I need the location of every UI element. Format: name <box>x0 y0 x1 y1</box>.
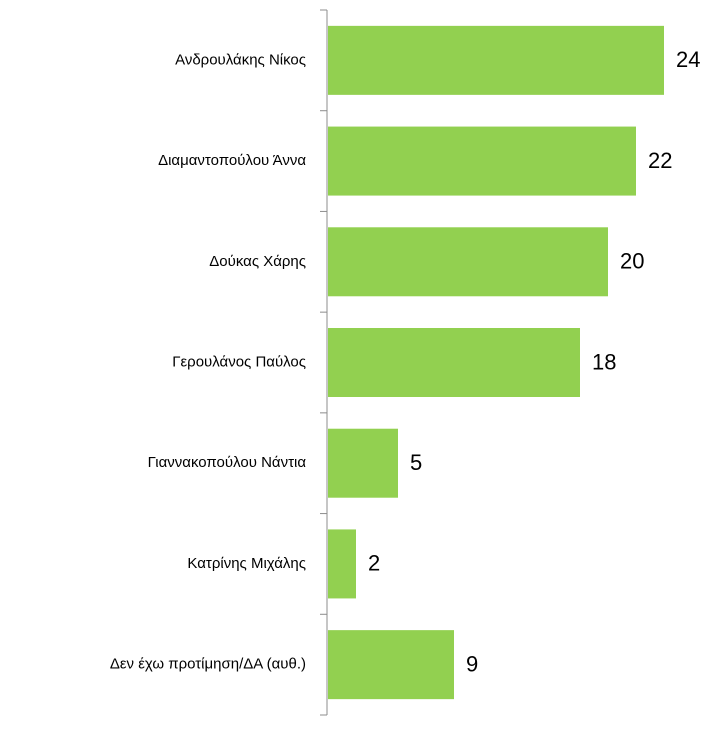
category-label: Κατρίνης Μιχάλης <box>187 555 306 572</box>
bar <box>328 630 454 700</box>
value-label: 22 <box>648 148 672 173</box>
value-label: 18 <box>592 349 616 374</box>
value-label: 9 <box>466 651 478 676</box>
bar <box>328 328 580 397</box>
category-label: Δεν έχω προτίμηση/ΔΑ (αυθ.) <box>110 656 306 673</box>
bar <box>328 428 398 498</box>
value-label: 24 <box>676 47 700 72</box>
category-label: Γιαννακοπούλου Νάντια <box>148 454 307 471</box>
bar <box>328 126 636 196</box>
category-label: Ανδρουλάκης Νίκος <box>175 51 306 68</box>
category-label: Διαμαντοπούλου Άννα <box>158 152 306 169</box>
category-label: Δούκας Χάρης <box>209 253 306 270</box>
value-label: 5 <box>410 450 422 475</box>
bar <box>328 529 356 599</box>
value-label: 2 <box>368 551 380 576</box>
value-label: 20 <box>620 249 644 274</box>
category-label: Γερουλάνος Παύλος <box>172 353 306 370</box>
bar <box>328 25 664 95</box>
bar <box>328 227 608 297</box>
